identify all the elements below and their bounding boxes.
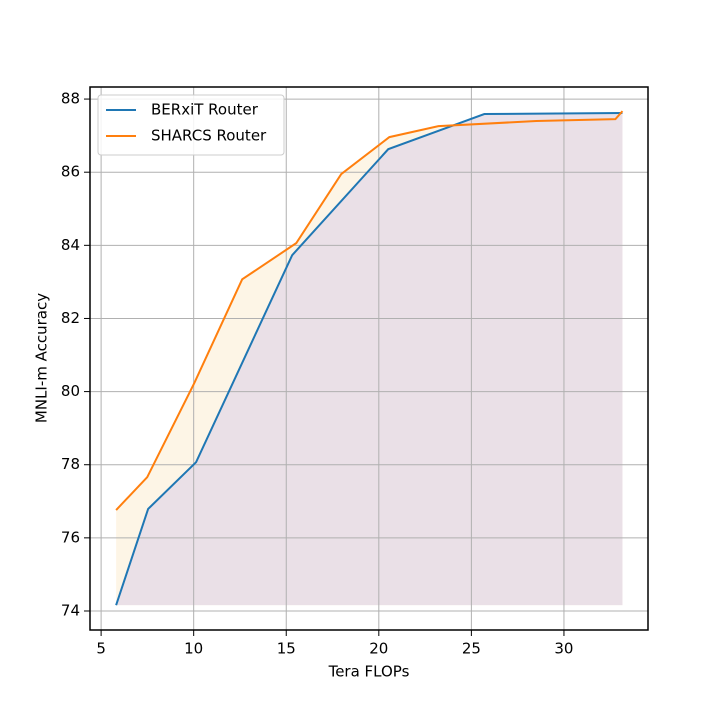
y-tick-label: 76 [61,528,80,546]
legend-box [97,94,285,156]
y-tick-label: 74 [61,601,80,619]
y-axis-label: MNLI-m Accuracy [33,293,51,423]
y-tick-label: 86 [61,163,80,181]
y-tick-label: 88 [61,90,80,108]
y-tick-label: 82 [61,309,80,327]
x-tick-label: 30 [554,640,573,658]
y-tick-label: 80 [61,382,80,400]
line [115,110,624,511]
x-tick-label: 25 [462,640,481,658]
x-tick-label: 15 [277,640,296,658]
x-tick-label: 10 [184,640,203,658]
legend-label: SHARCS Router [151,127,267,145]
legend-label: BERxiT Router [151,101,259,119]
y-tick-label: 84 [61,236,80,254]
y-tick-label: 78 [61,455,80,473]
x-tick-label: 20 [369,640,388,658]
line [115,111,623,606]
x-axis-label: Tera FLOPs [328,663,410,681]
plot-frame [89,86,649,631]
x-tick-label: 5 [96,640,106,658]
area-fill [116,112,623,606]
